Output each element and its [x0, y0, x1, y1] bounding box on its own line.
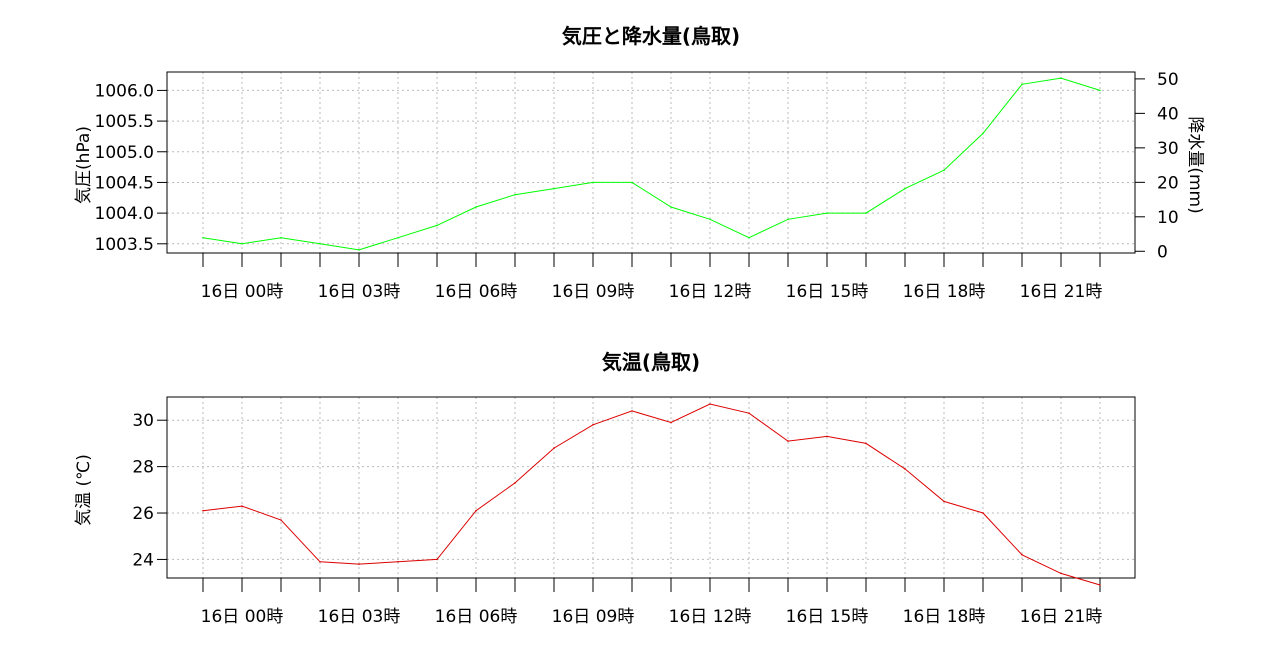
- y-tick-label: 30: [132, 411, 154, 431]
- data-point: [319, 561, 321, 563]
- y2-tick-label: 0: [1157, 242, 1168, 262]
- pressure-chart: 気圧と降水量(鳥取) 1003.5 1004.0 1004.5 1005.0 1005.…: [74, 24, 1205, 302]
- pressure-y-axis: 1003.5 1004.0 1004.5 1005.0 1005.5 1006.0: [95, 81, 167, 255]
- data-point: [670, 206, 672, 208]
- x-tick-label: 16日 09時: [552, 607, 635, 627]
- y2-tick-label: 30: [1157, 139, 1179, 159]
- data-point: [631, 181, 633, 184]
- data-point: [241, 243, 243, 245]
- x-tick-label: 16日 06時: [435, 607, 518, 627]
- y-tick-label: 1003.5: [95, 235, 154, 255]
- data-point: [865, 212, 867, 214]
- data-point: [241, 505, 243, 507]
- x-tick-label: 16日 21時: [1020, 282, 1103, 302]
- x-tick-label: 16日 03時: [318, 282, 401, 302]
- data-point: [787, 440, 789, 442]
- data-point: [436, 224, 438, 227]
- data-point: [592, 181, 594, 184]
- data-point: [202, 236, 204, 239]
- data-point: [397, 236, 399, 239]
- pressure-plot-frame: [166, 71, 1136, 254]
- temperature-plot-frame: [166, 396, 1136, 579]
- data-point: [514, 193, 516, 196]
- x-tick-label: 16日 00時: [201, 607, 284, 627]
- pressure-chart-title: 気圧と降水量(鳥取): [562, 24, 740, 48]
- data-point: [904, 468, 906, 470]
- data-point: [1099, 89, 1101, 92]
- data-point: [475, 206, 477, 208]
- data-point: [319, 243, 321, 245]
- data-point: [553, 187, 555, 190]
- x-tick-label: 16日 03時: [318, 607, 401, 627]
- y-tick-label: 1004.5: [95, 173, 154, 193]
- data-point: [826, 435, 828, 438]
- pressure-x-axis: 16日 00時 16日 03時 16日 06時 16日 09時 16日 12時 16日 1…: [201, 253, 1103, 302]
- data-point: [475, 509, 477, 512]
- data-point: [1099, 584, 1101, 586]
- precipitation-y-axis: 0 10 20 30 40 50: [1135, 70, 1179, 262]
- data-point: [631, 410, 633, 412]
- pressure-series-line: [202, 77, 1101, 251]
- y-tick-label: 1005.0: [95, 143, 154, 163]
- y-tick-label: 26: [132, 504, 154, 524]
- x-tick-label: 16日 18時: [903, 282, 986, 302]
- y-tick-label: 24: [132, 550, 154, 570]
- data-point: [1021, 554, 1023, 556]
- data-point: [358, 563, 360, 565]
- data-point: [1060, 77, 1062, 79]
- y2-tick-label: 50: [1157, 70, 1179, 90]
- x-tick-label: 16日 09時: [552, 282, 635, 302]
- temperature-series-line: [202, 403, 1101, 586]
- y2-tick-label: 10: [1157, 208, 1179, 228]
- temperature-y-axis: 24 26 28 30: [132, 411, 167, 570]
- temperature-grid: [167, 397, 1135, 578]
- data-point: [982, 512, 984, 514]
- temperature-chart-title: 気温(鳥取): [602, 350, 700, 374]
- temperature-y-axis-label: 気温 (℃): [74, 454, 94, 526]
- data-point: [553, 447, 555, 449]
- y-tick-label: 1006.0: [95, 81, 154, 101]
- precipitation-y-axis-label: 降水量(mm): [1185, 116, 1205, 213]
- data-point: [670, 421, 672, 424]
- data-point: [943, 169, 945, 171]
- data-point: [436, 558, 438, 561]
- data-point: [826, 212, 828, 214]
- y-tick-label: 28: [132, 458, 154, 478]
- data-point: [1060, 572, 1062, 575]
- x-tick-label: 16日 21時: [1020, 607, 1103, 627]
- x-tick-label: 16日 15時: [786, 282, 869, 302]
- data-point: [358, 249, 360, 251]
- data-point: [1021, 83, 1023, 86]
- data-point: [592, 424, 594, 426]
- data-point: [904, 187, 906, 190]
- y2-tick-label: 20: [1157, 173, 1179, 193]
- x-tick-label: 16日 15時: [786, 607, 869, 627]
- data-point: [280, 236, 282, 239]
- data-point: [397, 561, 399, 563]
- data-point: [943, 500, 945, 503]
- data-point: [865, 442, 867, 445]
- y2-tick-label: 40: [1157, 104, 1179, 124]
- data-point: [748, 412, 750, 415]
- pressure-y-axis-label: 気圧(hPa): [74, 126, 94, 204]
- data-point: [787, 218, 789, 221]
- temperature-x-axis: 16日 00時 16日 03時 16日 06時 16日 09時 16日 12時 16日 1…: [201, 578, 1103, 627]
- y-tick-label: 1004.0: [95, 204, 154, 224]
- y-tick-label: 1005.5: [95, 112, 154, 132]
- data-point: [709, 403, 711, 405]
- x-tick-label: 16日 06時: [435, 282, 518, 302]
- x-tick-label: 16日 18時: [903, 607, 986, 627]
- x-tick-label: 16日 00時: [201, 282, 284, 302]
- data-point: [709, 218, 711, 221]
- data-point: [982, 132, 984, 135]
- x-tick-label: 16日 12時: [669, 282, 752, 302]
- x-tick-label: 16日 12時: [669, 607, 752, 627]
- data-point: [280, 519, 282, 521]
- data-point: [514, 482, 516, 484]
- data-point: [748, 236, 750, 239]
- pressure-grid: [167, 72, 1135, 253]
- data-point: [202, 509, 204, 512]
